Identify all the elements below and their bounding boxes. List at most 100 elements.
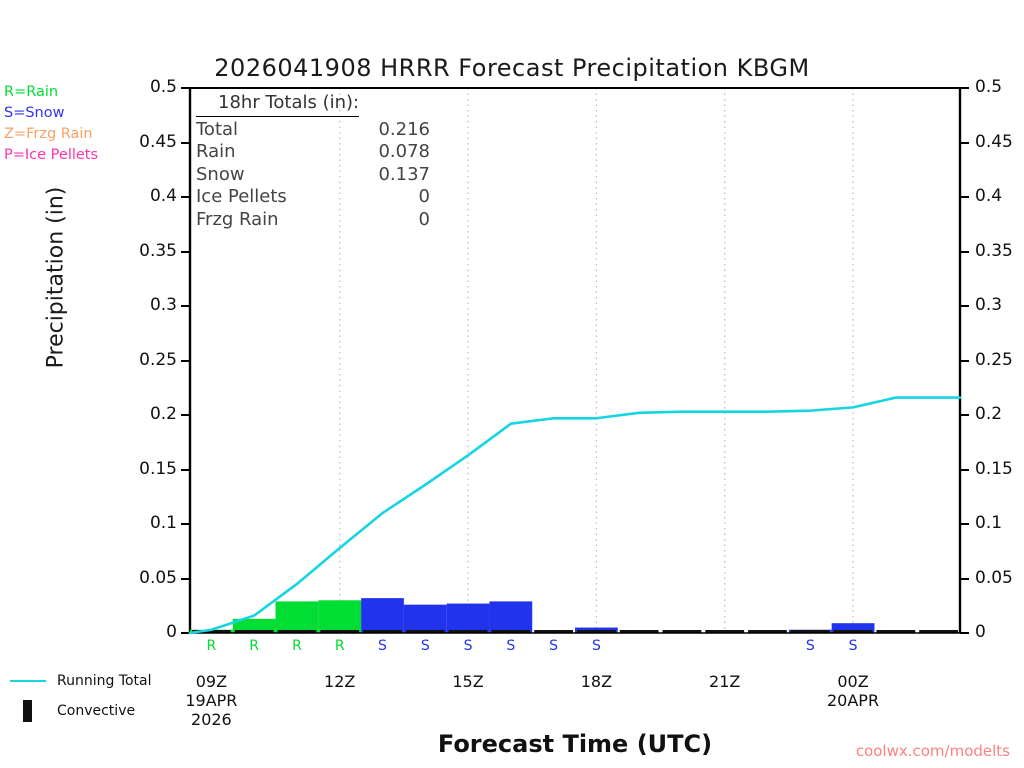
y-tick-mark bbox=[960, 141, 969, 144]
legend-label-snow: S=Snow bbox=[4, 105, 65, 121]
convective-bar bbox=[577, 630, 616, 633]
x-tick-label: 09Z 19APR 2026 bbox=[151, 672, 271, 729]
y-tick-mark bbox=[960, 87, 969, 89]
precip-type-marker: R bbox=[335, 638, 345, 654]
y-tick-mark bbox=[181, 196, 190, 198]
totals-row-frzg-rain: Frzg Rain 0 bbox=[196, 209, 430, 232]
y-tick-label-right: 0 bbox=[975, 622, 986, 642]
x-tick-label: 12Z bbox=[280, 672, 400, 691]
y-tick-mark bbox=[960, 468, 969, 471]
convective-bar bbox=[277, 630, 317, 633]
legend-item-running-total: Running Total bbox=[10, 666, 190, 696]
convective-bar bbox=[748, 630, 787, 633]
y-tick-mark bbox=[181, 523, 190, 525]
totals-value-ice-pellets: 0 bbox=[418, 186, 430, 207]
y-tick-label-right: 0.4 bbox=[975, 186, 1003, 206]
legend-label-ice-pellets: P=Ice Pellets bbox=[4, 147, 99, 163]
precip-bar bbox=[831, 623, 875, 633]
legend-entry-frzg-rain: Z=Frzg Rain bbox=[4, 124, 174, 145]
y-tick-label-left: 0.4 bbox=[149, 186, 177, 206]
precip-type-marker: S bbox=[849, 638, 858, 654]
convective-bar bbox=[919, 630, 958, 633]
y-tick-mark bbox=[960, 414, 969, 416]
totals-value-total: 0.216 bbox=[378, 118, 430, 140]
totals-label-ice-pellets: Ice Pellets bbox=[196, 186, 287, 207]
legend-item-convective: Convective bbox=[10, 696, 190, 726]
precip-type-marker: R bbox=[207, 638, 217, 654]
legend-entry-ice-pellets: P=Ice Pellets bbox=[4, 145, 174, 166]
y-tick-mark bbox=[181, 632, 190, 634]
y-tick-label-right: 0.45 bbox=[975, 131, 1013, 152]
convective-bar-swatch-icon bbox=[23, 700, 32, 722]
y-tick-mark bbox=[181, 250, 190, 253]
x-tick-label: 15Z bbox=[408, 672, 528, 691]
precip-type-marker: R bbox=[292, 638, 302, 654]
convective-bar bbox=[448, 630, 488, 633]
precip-bar bbox=[232, 618, 276, 633]
y-tick-mark bbox=[181, 141, 190, 144]
x-tick-label: 00Z 20APR bbox=[793, 672, 913, 710]
totals-label-rain: Rain bbox=[196, 141, 236, 162]
convective-bar bbox=[833, 630, 873, 633]
legend-label-frzg-rain: Z=Frzg Rain bbox=[4, 126, 93, 142]
precip-type-marker: S bbox=[549, 638, 558, 654]
precip-type-marker: S bbox=[378, 638, 387, 654]
series-legend: Running Total Convective bbox=[10, 666, 190, 726]
x-tick-line: 09Z bbox=[195, 672, 228, 691]
totals-value-rain: 0.078 bbox=[378, 141, 430, 162]
y-tick-mark bbox=[181, 414, 190, 416]
x-tick-label: 21Z bbox=[665, 672, 785, 691]
y-tick-label-right: 0.25 bbox=[975, 349, 1013, 370]
convective-bar bbox=[363, 630, 402, 633]
convective-bar bbox=[405, 630, 445, 633]
convective-bar bbox=[534, 630, 573, 633]
y-tick-mark bbox=[181, 359, 190, 362]
precip-type-legend: R=Rain S=Snow Z=Frzg Rain P=Ice Pellets bbox=[4, 82, 174, 166]
precip-bar bbox=[446, 603, 490, 633]
convective-bar bbox=[790, 630, 830, 633]
precip-type-marker: S bbox=[592, 638, 601, 654]
y-tick-mark bbox=[960, 577, 969, 580]
convective-bar bbox=[491, 630, 531, 633]
y-tick-label-right: 0.5 bbox=[975, 77, 1003, 97]
x-tick-line: 18Z bbox=[580, 672, 613, 691]
legend-entry-rain: R=Rain bbox=[4, 82, 174, 103]
x-tick-line: 21Z bbox=[709, 672, 741, 691]
y-tick-mark bbox=[960, 359, 969, 362]
y-tick-label-left: 0.35 bbox=[139, 240, 177, 261]
watermark: coolwx.com/modelts bbox=[855, 742, 1010, 760]
precip-type-marker: S bbox=[806, 638, 815, 654]
x-tick-line: 2026 bbox=[191, 710, 232, 729]
y-tick-label-left: 0.2 bbox=[149, 404, 177, 424]
totals-row-ice-pellets: Ice Pellets 0 bbox=[196, 186, 430, 209]
convective-bar bbox=[662, 630, 702, 633]
y-tick-label-left: 0.5 bbox=[149, 77, 177, 97]
totals-value-snow: 0.137 bbox=[378, 163, 430, 185]
x-tick-label: 18Z bbox=[536, 672, 656, 691]
x-axis-title: Forecast Time (UTC) bbox=[437, 730, 713, 758]
convective-bar bbox=[320, 630, 360, 633]
totals-label-total: Total bbox=[196, 118, 239, 140]
y-tick-mark bbox=[960, 523, 969, 525]
convective-bars bbox=[192, 630, 958, 633]
totals-row-snow: Snow 0.137 bbox=[196, 164, 430, 187]
precip-bar bbox=[403, 604, 447, 633]
precip-bar bbox=[275, 601, 319, 633]
y-tick-mark bbox=[181, 577, 190, 580]
x-tick-line: 12Z bbox=[324, 672, 356, 691]
y-tick-mark bbox=[960, 250, 969, 253]
y-tick-label-right: 0.2 bbox=[975, 404, 1003, 424]
precip-bar bbox=[318, 600, 362, 633]
totals-row-total: Total 0.216 bbox=[196, 119, 430, 142]
totals-box: 18hr Totals (in): Total 0.216 Rain 0.078… bbox=[196, 92, 496, 231]
y-tick-mark bbox=[181, 305, 190, 307]
convective-bar bbox=[192, 630, 231, 633]
y-tick-mark bbox=[960, 632, 969, 634]
y-tick-label-left: 0.15 bbox=[139, 458, 177, 479]
y-tick-label-right: 0.1 bbox=[975, 513, 1003, 533]
legend-label-rain: R=Rain bbox=[4, 84, 59, 100]
y-tick-label-left: 0 bbox=[166, 622, 177, 642]
precip-bar bbox=[489, 601, 533, 633]
